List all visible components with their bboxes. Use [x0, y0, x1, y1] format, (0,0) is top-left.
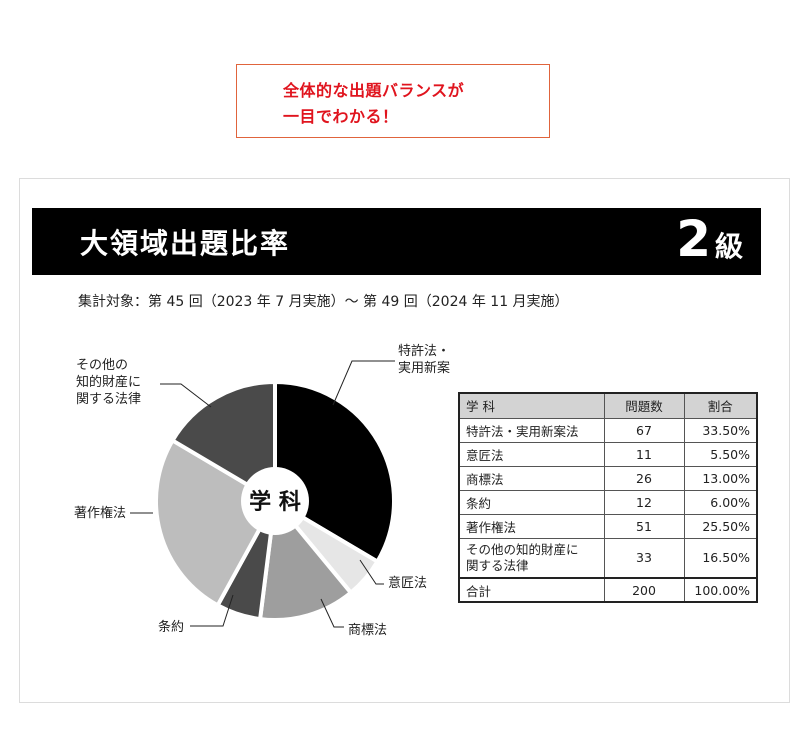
table-row: 著作権法 51 25.50% — [458, 513, 758, 539]
header-subject: 学 科 — [458, 392, 605, 419]
row-ratio: 13.00% — [683, 465, 758, 491]
pie-slice — [153, 438, 277, 608]
row-subject: 条約 — [458, 489, 605, 515]
row-count: 11 — [603, 441, 685, 467]
pie-leader-line — [359, 559, 384, 585]
row-count: 26 — [603, 465, 685, 491]
pie-slice-label: 特許法・実用新案法 — [398, 344, 450, 376]
pie-leader-line — [160, 383, 212, 408]
pie-slice-label: 条約 — [158, 619, 184, 635]
pie-slice-label: 意匠法 — [388, 575, 427, 591]
total-ratio: 100.00% — [683, 577, 758, 603]
pie-center-hole — [241, 467, 309, 535]
table-total-row: 合計 200 100.00% — [458, 577, 758, 603]
table-row: 商標法 26 13.00% — [458, 465, 758, 491]
row-ratio: 5.50% — [683, 441, 758, 467]
panel-title: 大領域出題比率 — [80, 227, 291, 260]
table-header-row: 学 科 問題数 割合 — [458, 392, 758, 419]
pie-slice-label: 商標法 — [348, 623, 387, 638]
row-subject: 著作権法 — [458, 513, 605, 539]
row-subject: 意匠法 — [458, 441, 605, 467]
row-ratio: 25.50% — [683, 513, 758, 539]
table-row: 意匠法 11 5.50% — [458, 441, 758, 467]
table-row: 特許法・実用新案法 67 33.50% — [458, 417, 758, 443]
row-count: 51 — [603, 513, 685, 539]
pie-leader-line — [332, 360, 395, 406]
pie-slice-label: その他の知的財産に関する法律 — [76, 358, 141, 407]
grade-unit: 級 — [714, 230, 743, 263]
row-count: 12 — [603, 489, 685, 515]
pie-chart: 学 科 特許法・実用新案法意匠法商標法 条約 著作権法 その他の知的財産に関する法律 — [74, 344, 450, 638]
total-subject: 合計 — [458, 577, 605, 603]
ratio-table: 学 科 問題数 割合 特許法・実用新案法 67 33.50% 意匠法 11 5.… — [458, 392, 758, 603]
row-ratio: 16.50% — [683, 537, 758, 579]
row-ratio: 33.50% — [683, 417, 758, 443]
pie-center-label: 学 科 — [249, 489, 301, 515]
table-row: 条約 12 6.00% — [458, 489, 758, 515]
pie-slice-label: 著作権法 — [74, 505, 126, 521]
callout-line-2: 一目でわかる！ — [283, 107, 399, 126]
header-ratio: 割合 — [683, 392, 758, 419]
header-count: 問題数 — [603, 392, 685, 419]
row-count: 33 — [603, 537, 685, 579]
grade-number: 2 — [676, 210, 711, 268]
pie-slice — [170, 380, 277, 503]
row-subject: その他の知的財産に 関する法律 — [458, 537, 605, 579]
row-subject: 特許法・実用新案法 — [458, 417, 605, 443]
callout-line-1: 全体的な出題バランスが — [283, 81, 465, 100]
total-count: 200 — [603, 577, 685, 603]
callout-box: 全体的な出題バランスが 一目でわかる！ — [236, 64, 550, 138]
row-count: 67 — [603, 417, 685, 443]
period-text: 集計対象：第 45 回（2023 年 7 月実施）～ 第 49 回（2024 年… — [78, 294, 569, 310]
pie-leader-line — [320, 598, 344, 628]
pie-leader-line — [190, 594, 234, 627]
table-row: その他の知的財産に 関する法律 33 16.50% — [458, 537, 758, 579]
row-ratio: 6.00% — [683, 489, 758, 515]
row-subject: 商標法 — [458, 465, 605, 491]
